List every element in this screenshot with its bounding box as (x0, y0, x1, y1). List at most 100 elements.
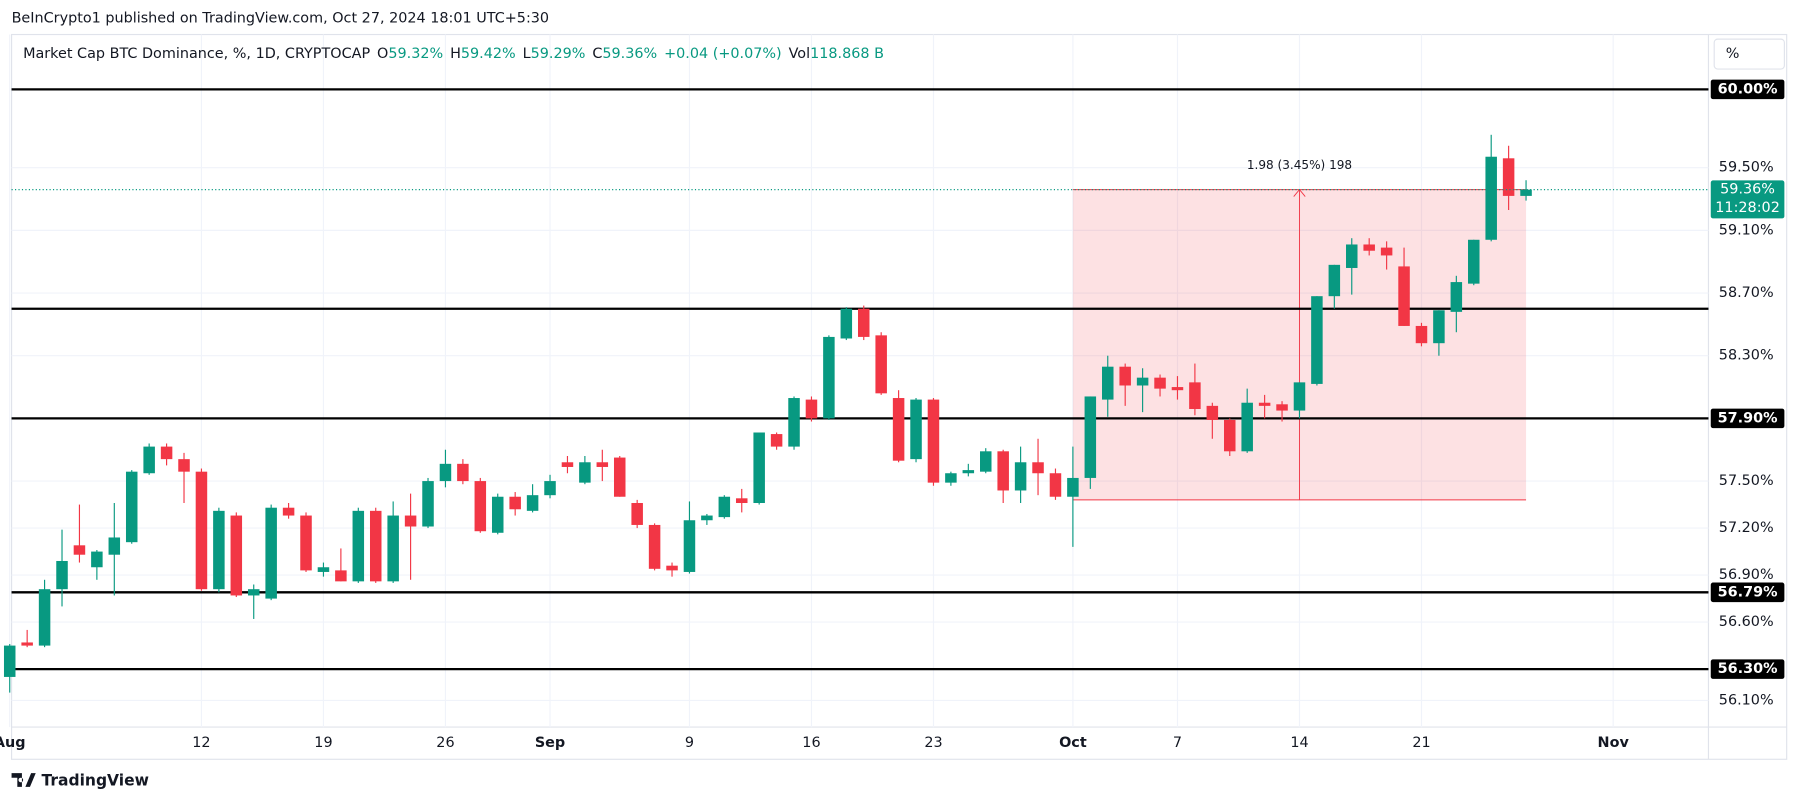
x-tick-label: 21 (1412, 735, 1430, 751)
y-tick-label: 57.50% (1719, 473, 1774, 489)
ohlc-value: 59.29% (531, 46, 586, 62)
candle-body (962, 470, 975, 474)
candle-body (335, 570, 347, 582)
candle-body (875, 335, 887, 394)
candle-body (3, 645, 16, 677)
candle-body (1049, 473, 1062, 497)
ohlc-key: L (523, 46, 531, 62)
bar-countdown: 11:28:02 (1715, 200, 1780, 216)
x-tick-label: 16 (802, 735, 820, 751)
candle-body (1224, 419, 1236, 452)
candle-body (352, 510, 365, 582)
candle-body (997, 451, 1009, 491)
x-tick-label: 19 (314, 735, 332, 751)
y-tick-label: 56.90% (1719, 567, 1774, 583)
change: +0.04 (+0.07%) (664, 46, 782, 62)
ohlc-key: O (377, 46, 388, 62)
candle-body (160, 446, 173, 460)
candle-body (526, 495, 539, 511)
candle-body (369, 510, 382, 582)
candle-body (735, 498, 748, 504)
x-tick-label: Sep (535, 735, 565, 751)
candle-body (1415, 325, 1428, 344)
candle-body (945, 473, 957, 483)
candle-body (613, 457, 626, 497)
candle-body (422, 481, 434, 527)
candle-body (387, 515, 399, 582)
candle-body (195, 471, 208, 590)
level-label: 56.79% (1718, 584, 1778, 600)
ohlc-value: 59.32% (388, 46, 443, 62)
symbol: Market Cap BTC Dominance, %, 1D, CRYPTOC… (23, 46, 370, 62)
y-tick-label: 56.10% (1719, 692, 1774, 708)
last-price-box (1710, 180, 1785, 219)
ohlc-key: H (450, 46, 461, 62)
ohlc-value: 59.36% (602, 46, 657, 62)
candle-body (1433, 310, 1445, 344)
candle-body (666, 565, 678, 571)
candle-body (1206, 405, 1219, 420)
level-label-box (1710, 79, 1785, 100)
scale-button[interactable] (1713, 38, 1785, 70)
ohlc-value: 59.42% (461, 46, 516, 62)
candle-body (770, 434, 783, 447)
candle-body (1241, 402, 1253, 452)
x-tick-label: Aug (0, 735, 26, 751)
candle-body (1380, 247, 1393, 256)
candle-body (1084, 396, 1097, 478)
candle-body (317, 567, 330, 572)
y-tick-label: 58.30% (1719, 348, 1774, 364)
candle-body (230, 515, 243, 596)
level-label: 60.00% (1718, 81, 1778, 97)
candle-body (1502, 158, 1515, 196)
candle-body (91, 551, 103, 568)
candle-body (300, 515, 312, 571)
level-label-box (1710, 659, 1785, 679)
level-label-box (1710, 582, 1785, 603)
candle-body (910, 399, 922, 460)
chart-frame (10, 33, 1788, 760)
grid (9, 34, 1709, 728)
candle-body (1154, 377, 1166, 389)
x-tick-label: 9 (685, 735, 694, 751)
plot: 1.98 (3.45%) 198 (3, 88, 1709, 693)
x-tick-label: 7 (1173, 735, 1182, 751)
y-tick-label: 59.10% (1719, 222, 1774, 238)
candle-body (474, 481, 487, 532)
vol-key: Vol (789, 46, 811, 62)
candle-body (282, 507, 295, 516)
candle-body (561, 462, 574, 467)
candle-body (1136, 377, 1149, 386)
candle-body (805, 399, 818, 419)
logo-icon (11, 773, 36, 787)
candle-body (1067, 477, 1079, 497)
candle-body (213, 510, 225, 590)
x-tick-label: Oct (1059, 735, 1087, 751)
candle-body (143, 446, 155, 474)
candle-body (596, 462, 609, 467)
tradingview-logo: TradingView (11, 772, 149, 790)
measure-label: 1.98 (3.45%) 198 (1247, 158, 1352, 172)
candle-body (38, 589, 51, 646)
candle-body (753, 432, 765, 504)
candle-body (979, 451, 992, 472)
candle-body (1450, 282, 1463, 312)
scale-button-label[interactable]: % (1726, 46, 1740, 62)
x-tick-label: 14 (1290, 735, 1308, 751)
candle-body (1520, 189, 1532, 196)
candle-body (439, 463, 452, 482)
candle-body (1032, 462, 1044, 474)
candle-body (718, 496, 731, 518)
candle-body (56, 560, 68, 590)
y-tick-label: 57.20% (1719, 520, 1774, 536)
candle-body (1258, 402, 1271, 406)
y-tick-label: 59.50% (1719, 160, 1774, 176)
candle-body (491, 496, 504, 533)
candle-body (1346, 244, 1358, 268)
candle-body (1171, 387, 1184, 391)
logo-text: TradingView (41, 772, 148, 790)
candle-body (404, 515, 417, 527)
candle-body (579, 462, 591, 483)
